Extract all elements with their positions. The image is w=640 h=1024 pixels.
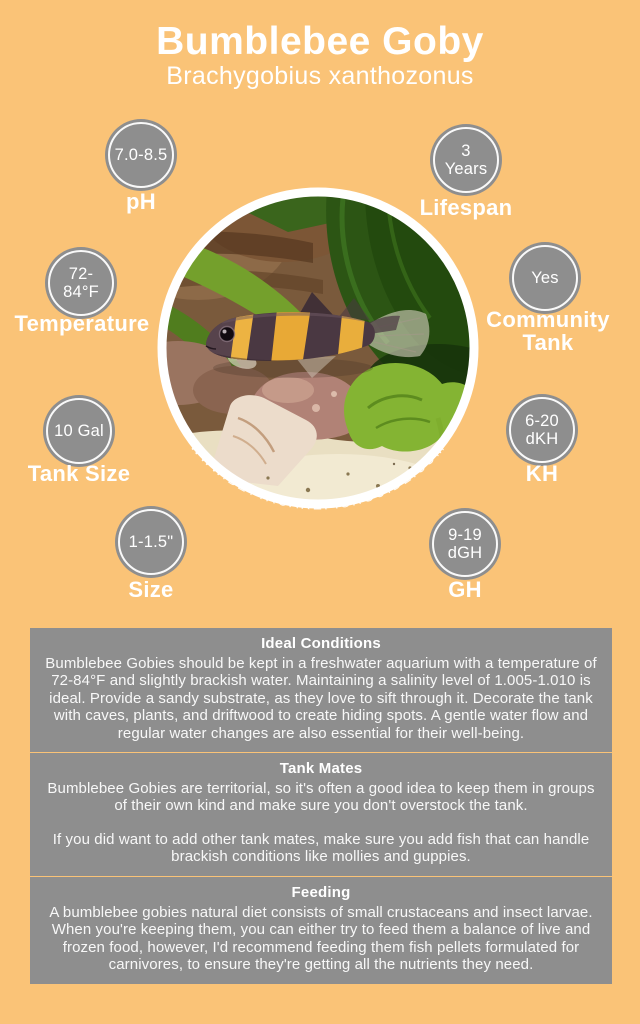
stat-circle-kh: 6-20 dKH	[506, 394, 578, 466]
section-paragraph: Bumblebee Gobies should be kept in a fre…	[45, 655, 597, 742]
section-heading: Feeding	[291, 884, 351, 901]
stat-label-lifespan: Lifespan	[419, 195, 513, 220]
fish-photo: WWW.BETTACAREFISHGUIDE.COM	[138, 168, 498, 528]
stat-circle-gh: 9-19 dGH	[429, 508, 501, 580]
stat-label-ph: pH	[126, 189, 156, 214]
photo-border-ring	[157, 187, 479, 509]
section-tank-mates: Tank Mates Bumblebee Gobies are territor…	[30, 753, 612, 876]
stat-value-community-tank: Yes	[531, 268, 559, 287]
section-paragraph: Bumblebee Gobies are territorial, so it'…	[47, 780, 595, 815]
stat-circle-lifespan: 3 Years	[430, 124, 502, 196]
section-feeding: Feeding A bumblebee gobies natural diet …	[30, 877, 612, 984]
stat-value-gh: 9-19 dGH	[447, 525, 483, 562]
stat-value-temperature: 72-84°F	[63, 264, 99, 301]
section-ideal-conditions: Ideal Conditions Bumblebee Gobies should…	[30, 628, 612, 752]
stat-value-size: 1-1.5"	[128, 532, 174, 551]
stat-circle-temperature: 72-84°F	[45, 247, 117, 319]
stat-label-tank-size: Tank Size	[27, 461, 131, 486]
stat-label-temperature: Temperature	[14, 311, 150, 336]
stat-value-ph: 7.0-8.5	[114, 145, 168, 164]
stat-circle-community-tank: Yes	[509, 242, 581, 314]
stat-circle-ph: 7.0-8.5	[105, 119, 177, 191]
stat-value-tank-size: 10 Gal	[54, 421, 104, 440]
section-paragraph: A bumblebee gobies natural diet consists…	[49, 904, 593, 974]
section-heading: Tank Mates	[279, 760, 363, 777]
section-heading: Ideal Conditions	[261, 635, 381, 652]
stat-label-community-tank: Community Tank	[486, 307, 610, 356]
stat-circle-size: 1-1.5"	[115, 506, 187, 578]
stat-circle-tank-size: 10 Gal	[43, 395, 115, 467]
stat-value-kh: 6-20 dKH	[525, 411, 559, 448]
fish-photo-illustration: WWW.BETTACAREFISHGUIDE.COM	[157, 187, 479, 513]
stat-label-gh: GH	[448, 577, 482, 602]
section-paragraph: If you did want to add other tank mates,…	[52, 830, 590, 866]
stat-label-size: Size	[128, 577, 174, 602]
bumblebee-goby-fish	[205, 292, 430, 378]
page-title: Bumblebee Goby	[156, 20, 484, 63]
aquarium-scene	[166, 196, 470, 500]
scientific-name: Brachygobius xanthozonus	[166, 62, 474, 90]
stat-label-kh: KH	[525, 461, 559, 486]
